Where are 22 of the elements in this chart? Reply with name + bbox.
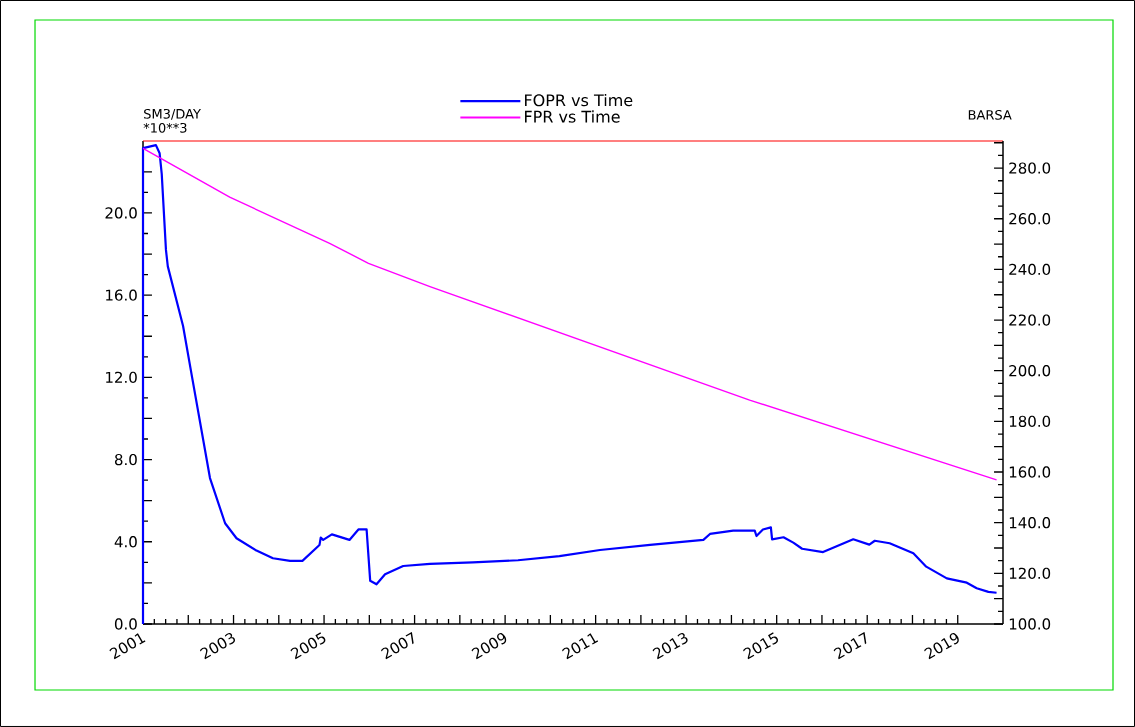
- y2-tick-label: 280.0: [1009, 162, 1051, 174]
- y-tick-label: 4.0: [114, 536, 137, 548]
- y-tick-label: 12.0: [106, 371, 137, 384]
- y-axis-title: SM3/DAY: [144, 108, 201, 120]
- y2-axis-title: BARSA: [968, 109, 1012, 120]
- legend-label: FOPR vs Time: [525, 93, 633, 107]
- y-tick-label: 8.0: [114, 453, 137, 466]
- y2-tick-label: 160.0: [1009, 466, 1051, 478]
- line-series: [142, 147, 998, 481]
- y-tick-label: 20.0: [105, 207, 137, 219]
- y2-tick-label: 200.0: [1009, 365, 1051, 377]
- y2-tick-label: 240.0: [1009, 263, 1051, 276]
- y2-tick-label: 120.0: [1009, 567, 1051, 580]
- y2-tick-label: 260.0: [1009, 213, 1051, 225]
- y2-tick-label: 140.0: [1009, 517, 1051, 529]
- y2-tick-label: 100.0: [1009, 618, 1051, 630]
- y2-tick-label: 220.0: [1009, 314, 1051, 326]
- y2-tick-label: 180.0: [1009, 415, 1051, 428]
- legend-label: FPR vs Time: [525, 110, 620, 123]
- y-tick-label: 16.0: [106, 289, 137, 301]
- y-tick-label: 0.0: [114, 618, 137, 630]
- text: *10**3: [143, 122, 187, 133]
